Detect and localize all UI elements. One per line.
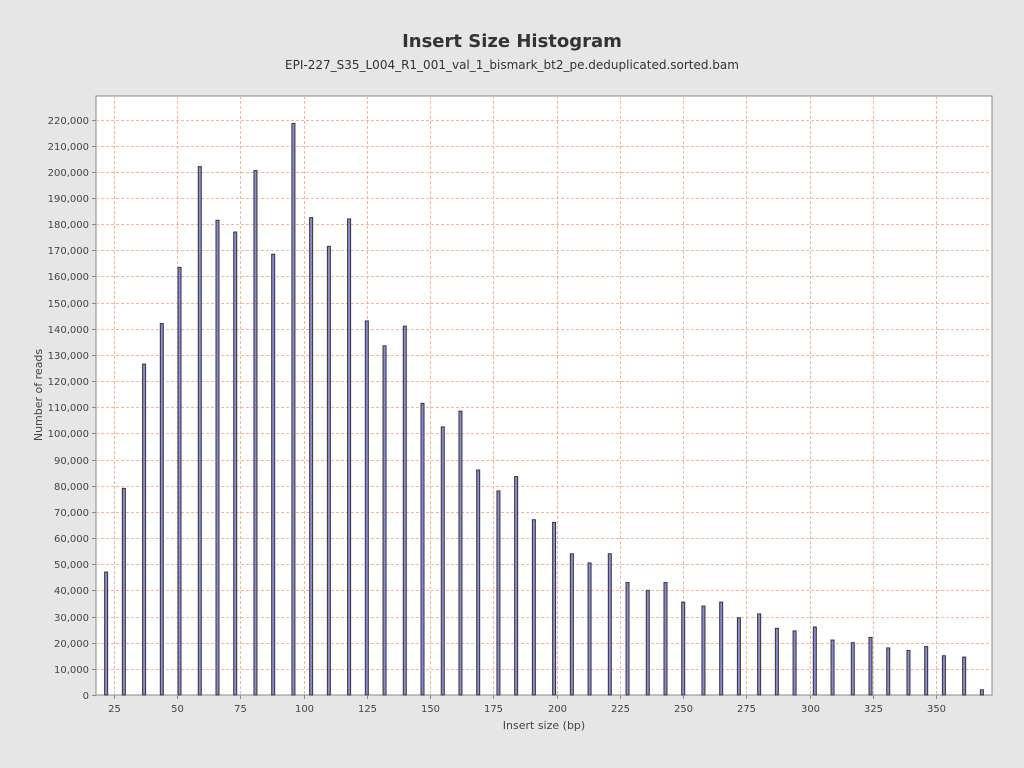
histogram-bar [159,323,164,696]
x-tick-label: 300 [801,704,820,715]
x-tick-label: 50 [171,704,184,715]
histogram-bar [177,266,182,696]
x-tick-label: 350 [927,704,946,715]
histogram-bar [440,426,445,696]
x-tick-label: 125 [358,704,377,715]
histogram-bar [941,655,946,696]
y-tick-label: 90,000 [54,456,89,467]
x-axis-label: Insert size (bp) [503,719,585,732]
x-tick-label: 200 [548,704,567,715]
histogram-bar [402,325,407,696]
histogram-bar [774,627,779,696]
histogram-bar [382,345,387,696]
x-tick-label: 325 [864,704,883,715]
y-tick-label: 190,000 [48,194,89,205]
histogram-bar [458,410,463,696]
y-tick-label: 150,000 [48,299,89,310]
histogram-bar [197,166,202,696]
histogram-bar [736,617,741,696]
histogram-bar [663,582,668,696]
histogram-bar [476,469,481,696]
histogram-bar [364,320,369,696]
x-tick-label: 25 [108,704,121,715]
histogram-bar [645,589,650,696]
histogram-bar [253,170,258,696]
histogram-bar [701,605,706,696]
x-tick-label: 225 [611,704,630,715]
histogram-bar [587,562,592,696]
y-tick-label: 210,000 [48,142,89,153]
x-tick-label: 100 [295,704,314,715]
y-axis-label: Number of reads [32,349,45,442]
histogram-bar [271,253,276,696]
grid-lines [96,96,992,695]
histogram-bar [850,642,855,696]
y-tick-label: 20,000 [54,639,89,650]
y-tick-label: 100,000 [48,429,89,440]
y-tick-label: 180,000 [48,220,89,231]
y-tick-label: 80,000 [54,482,89,493]
x-tick-label: 75 [234,704,247,715]
histogram-bar [607,553,612,696]
y-tick-label: 70,000 [54,508,89,519]
histogram-bar [326,245,331,696]
x-tick-label: 275 [737,704,756,715]
axis-ticks: 0 10,000 20,000 30,000 40,000 50,000 60,000 70,… [48,116,946,715]
histogram-bar [309,217,314,696]
histogram-bar [625,582,630,696]
histogram-bar [906,650,911,696]
y-tick-label: 40,000 [54,586,89,597]
y-tick-label: 160,000 [48,272,89,283]
y-tick-label: 10,000 [54,665,89,676]
chart-title: Insert Size Histogram [402,31,622,52]
histogram-bar [552,521,557,696]
y-tick-label: 200,000 [48,168,89,179]
histogram-bar [868,636,873,696]
plot-area [95,95,993,696]
y-tick-label: 110,000 [48,403,89,414]
y-tick-label: 120,000 [48,377,89,388]
x-tick-label: 250 [674,704,693,715]
histogram-bar [830,639,835,696]
histogram-bar [979,689,984,696]
y-tick-label: 220,000 [48,116,89,127]
y-tick-label: 60,000 [54,534,89,545]
chart-subtitle: EPI-227_S35_L004_R1_001_val_1_bismark_bt… [285,58,739,72]
histogram-bar [142,363,147,696]
histogram-bar [757,613,762,696]
histogram-bar [420,402,425,696]
histogram-bar [347,218,352,696]
histogram-bar [924,646,929,696]
bars [104,122,984,696]
y-tick-label: 170,000 [48,246,89,257]
histogram-bar [962,656,967,696]
histogram-bar [792,630,797,696]
histogram-bar [291,122,296,696]
histogram-bar [121,487,126,696]
histogram-bar [104,571,109,696]
y-tick-label: 30,000 [54,613,89,624]
y-tick-label: 0 [83,691,89,702]
histogram-bar [719,601,724,696]
histogram-bar [681,601,686,696]
histogram-bar [215,219,220,696]
x-tick-label: 150 [421,704,440,715]
y-tick-label: 50,000 [54,560,89,571]
histogram-bar [812,626,817,696]
y-tick-label: 140,000 [48,325,89,336]
x-tick-label: 175 [484,704,503,715]
histogram-bar [233,231,238,696]
histogram-bar [514,476,519,696]
histogram-bar [496,490,501,696]
histogram-bar [531,519,536,696]
y-tick-label: 130,000 [48,351,89,362]
histogram-bar [886,647,891,696]
histogram-bar [569,553,574,696]
